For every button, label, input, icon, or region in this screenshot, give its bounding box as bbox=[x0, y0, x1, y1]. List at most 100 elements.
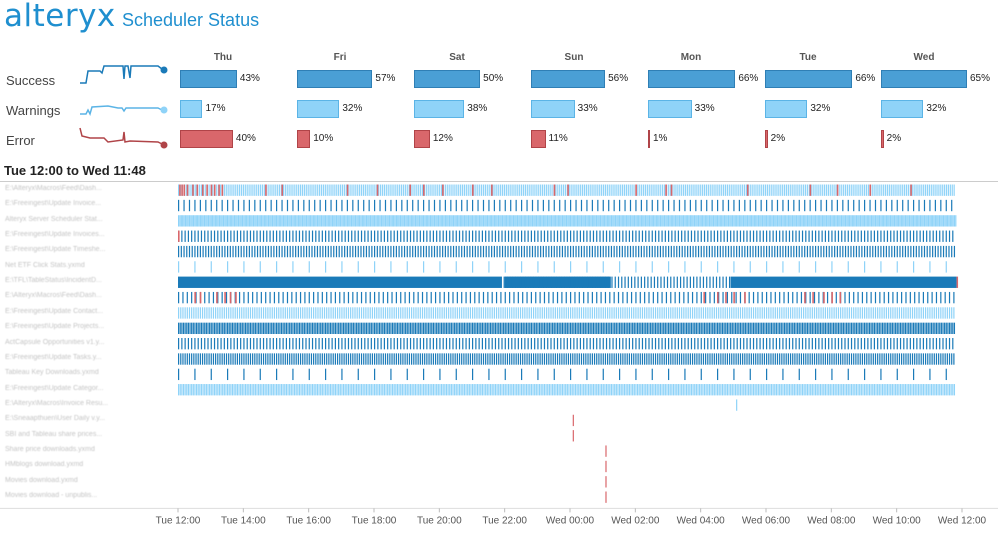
run-mark[interactable] bbox=[277, 215, 279, 227]
run-mark[interactable] bbox=[334, 215, 336, 227]
run-mark[interactable] bbox=[437, 215, 440, 227]
run-mark[interactable] bbox=[400, 230, 402, 242]
run-mark[interactable] bbox=[276, 215, 278, 227]
run-mark[interactable] bbox=[468, 338, 470, 350]
run-mark[interactable] bbox=[480, 322, 482, 334]
run-mark[interactable] bbox=[300, 245, 302, 258]
run-mark[interactable] bbox=[249, 322, 252, 334]
run-mark[interactable] bbox=[580, 199, 583, 212]
run-mark[interactable] bbox=[684, 368, 686, 381]
run-mark[interactable] bbox=[521, 338, 523, 350]
run-mark[interactable] bbox=[922, 384, 924, 396]
run-mark[interactable] bbox=[570, 353, 572, 365]
run-mark[interactable] bbox=[498, 338, 500, 350]
run-mark[interactable] bbox=[911, 384, 913, 396]
run-mark[interactable] bbox=[382, 245, 384, 258]
run-mark[interactable] bbox=[685, 384, 688, 396]
run-mark[interactable] bbox=[586, 276, 589, 288]
run-mark[interactable] bbox=[233, 384, 235, 396]
run-mark[interactable] bbox=[597, 199, 599, 212]
run-mark[interactable] bbox=[178, 261, 180, 273]
run-mark-error[interactable] bbox=[210, 184, 213, 196]
run-mark[interactable] bbox=[197, 230, 199, 242]
run-mark[interactable] bbox=[434, 353, 437, 365]
run-mark[interactable] bbox=[815, 368, 817, 381]
run-mark[interactable] bbox=[256, 215, 259, 227]
run-mark[interactable] bbox=[488, 322, 490, 334]
run-mark[interactable] bbox=[663, 184, 666, 196]
run-mark-error[interactable] bbox=[178, 230, 180, 242]
run-mark[interactable] bbox=[846, 322, 848, 334]
run-mark[interactable] bbox=[578, 307, 580, 319]
run-mark[interactable] bbox=[254, 307, 256, 319]
run-mark[interactable] bbox=[589, 184, 591, 196]
run-mark[interactable] bbox=[674, 215, 677, 227]
run-mark[interactable] bbox=[526, 184, 528, 196]
run-mark[interactable] bbox=[896, 307, 898, 319]
run-mark[interactable] bbox=[877, 230, 879, 242]
run-mark[interactable] bbox=[240, 384, 242, 396]
run-mark[interactable] bbox=[661, 353, 663, 365]
run-mark[interactable] bbox=[640, 384, 642, 396]
run-mark[interactable] bbox=[439, 338, 441, 350]
run-mark[interactable] bbox=[873, 338, 875, 350]
run-mark[interactable] bbox=[414, 322, 417, 334]
run-mark[interactable] bbox=[948, 230, 951, 242]
run-mark[interactable] bbox=[734, 215, 736, 227]
run-mark[interactable] bbox=[529, 384, 531, 396]
run-mark[interactable] bbox=[657, 291, 659, 304]
run-mark[interactable] bbox=[651, 230, 653, 242]
run-mark[interactable] bbox=[346, 215, 348, 227]
run-mark[interactable] bbox=[308, 261, 310, 273]
run-mark[interactable] bbox=[950, 322, 952, 334]
run-mark[interactable] bbox=[605, 476, 607, 488]
run-mark-error[interactable] bbox=[423, 184, 425, 196]
run-mark[interactable] bbox=[227, 338, 229, 350]
run-mark[interactable] bbox=[526, 215, 528, 227]
run-mark[interactable] bbox=[797, 184, 799, 196]
run-mark[interactable] bbox=[668, 384, 670, 396]
run-mark[interactable] bbox=[567, 353, 570, 365]
run-mark[interactable] bbox=[281, 245, 283, 258]
run-mark[interactable] bbox=[465, 307, 467, 319]
run-mark[interactable] bbox=[703, 338, 706, 350]
run-mark[interactable] bbox=[874, 307, 877, 319]
run-block[interactable] bbox=[178, 276, 502, 288]
run-mark[interactable] bbox=[890, 384, 892, 396]
run-mark[interactable] bbox=[527, 384, 529, 396]
run-mark[interactable] bbox=[646, 215, 648, 227]
run-mark[interactable] bbox=[754, 322, 756, 334]
run-mark[interactable] bbox=[687, 384, 689, 396]
run-mark[interactable] bbox=[764, 184, 767, 196]
run-mark[interactable] bbox=[861, 307, 864, 319]
run-mark[interactable] bbox=[576, 215, 579, 227]
run-mark[interactable] bbox=[475, 384, 477, 396]
run-mark[interactable] bbox=[578, 184, 580, 196]
run-mark[interactable] bbox=[452, 230, 454, 242]
run-mark[interactable] bbox=[240, 322, 242, 334]
run-mark[interactable] bbox=[687, 291, 689, 304]
run-mark-error[interactable] bbox=[725, 291, 727, 304]
run-mark-error[interactable] bbox=[812, 291, 814, 304]
run-mark[interactable] bbox=[359, 184, 361, 196]
run-mark[interactable] bbox=[356, 307, 358, 319]
run-mark[interactable] bbox=[371, 245, 373, 258]
run-mark[interactable] bbox=[872, 322, 874, 334]
run-mark[interactable] bbox=[844, 353, 846, 365]
run-mark[interactable] bbox=[390, 215, 392, 227]
run-mark[interactable] bbox=[911, 322, 913, 334]
run-mark[interactable] bbox=[261, 322, 263, 334]
run-mark[interactable] bbox=[877, 338, 879, 350]
run-mark[interactable] bbox=[555, 184, 557, 196]
run-mark[interactable] bbox=[587, 384, 590, 396]
run-mark[interactable] bbox=[831, 261, 833, 273]
run-mark[interactable] bbox=[573, 338, 575, 350]
run-mark[interactable] bbox=[917, 384, 920, 396]
run-mark[interactable] bbox=[668, 368, 670, 381]
run-mark[interactable] bbox=[426, 322, 428, 334]
run-mark[interactable] bbox=[488, 338, 490, 350]
run-mark[interactable] bbox=[256, 291, 258, 304]
run-mark[interactable] bbox=[374, 338, 376, 350]
run-mark[interactable] bbox=[840, 307, 842, 319]
run-mark[interactable] bbox=[940, 184, 942, 196]
